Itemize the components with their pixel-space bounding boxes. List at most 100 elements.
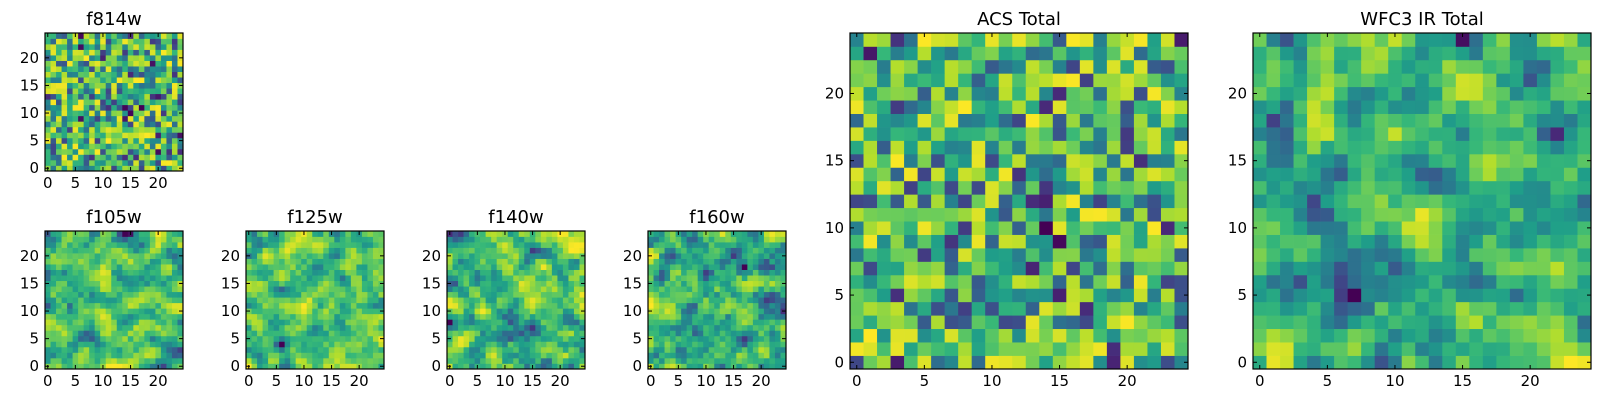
heatmap-cell — [50, 110, 57, 117]
heatmap-cell — [1133, 73, 1148, 88]
heatmap-cell — [692, 258, 699, 265]
heatmap-cell — [502, 275, 509, 282]
heatmap-cell — [166, 132, 173, 139]
heatmap-cell — [917, 180, 932, 195]
heatmap-cell — [747, 291, 754, 298]
heatmap-cell — [474, 308, 481, 315]
heatmap-cell — [257, 357, 263, 364]
heatmap-cell — [149, 363, 156, 370]
heatmap-cell — [944, 248, 959, 262]
heatmap-cell — [166, 66, 173, 72]
heatmap-cell — [290, 242, 297, 248]
x-tick-label: 0 — [244, 372, 254, 390]
heatmap-cell — [306, 236, 313, 243]
heatmap-cell — [736, 352, 743, 359]
heatmap-cell — [83, 154, 90, 161]
heatmap-cell — [378, 264, 385, 270]
heatmap-cell — [1307, 46, 1321, 61]
heatmap-cell — [144, 132, 151, 139]
heatmap-cell — [138, 313, 145, 320]
heatmap-cell — [551, 346, 558, 353]
heatmap-cell — [741, 324, 748, 331]
heatmap-cell — [1334, 288, 1348, 303]
heatmap-cell — [1536, 315, 1551, 330]
heatmap-cell — [171, 93, 178, 100]
heatmap-cell — [1455, 315, 1470, 330]
heatmap-cell — [502, 313, 509, 320]
heatmap-cell — [72, 38, 79, 45]
heatmap-cell — [850, 315, 864, 330]
heatmap-cell — [985, 113, 1000, 128]
y-tick-label: 20 — [221, 247, 240, 265]
heatmap-cell — [1509, 234, 1524, 249]
heatmap-cell — [692, 247, 699, 254]
axes-frame — [446, 230, 586, 370]
heatmap-cell — [1039, 274, 1054, 289]
heatmap-cell — [708, 297, 715, 304]
heatmap-cell — [458, 291, 464, 298]
heatmap-cell — [714, 363, 721, 370]
heatmap-cell — [985, 86, 1000, 101]
heatmap-cell — [1079, 288, 1094, 303]
heatmap-cell — [1388, 274, 1403, 289]
heatmap-cell — [686, 341, 693, 348]
heatmap-cell — [714, 341, 721, 348]
heatmap-cell — [463, 231, 470, 237]
heatmap-cell — [328, 324, 335, 331]
heatmap-cell — [524, 341, 531, 348]
heatmap-cell — [1307, 288, 1321, 303]
heatmap-cell — [105, 236, 112, 243]
heatmap-cell — [1280, 288, 1294, 303]
heatmap-cell — [1334, 342, 1348, 356]
heatmap-cell — [105, 137, 112, 144]
heatmap-cell — [94, 121, 101, 128]
heatmap-cell — [133, 154, 140, 161]
heatmap-cell — [1025, 194, 1040, 209]
heatmap-cell — [72, 335, 79, 342]
heatmap-cell — [323, 291, 330, 298]
heatmap-cell — [317, 236, 324, 243]
heatmap-cell — [246, 357, 252, 364]
heatmap-cell — [61, 247, 68, 254]
heatmap-cell — [1280, 127, 1294, 141]
heatmap-cell — [89, 60, 96, 67]
heatmap-cell — [1307, 301, 1321, 316]
heatmap-cell — [664, 236, 671, 243]
heatmap-cell — [317, 319, 324, 326]
heatmap-cell — [708, 242, 715, 248]
heatmap-cell — [491, 236, 498, 243]
heatmap-cell — [155, 269, 162, 276]
heatmap-cell — [83, 44, 90, 50]
heatmap-cell — [67, 308, 73, 315]
heatmap-cell — [166, 335, 173, 342]
heatmap-cell — [72, 44, 79, 50]
heatmap-cell — [1052, 274, 1067, 289]
heatmap-cell — [452, 231, 459, 237]
heatmap-cell — [78, 286, 84, 293]
heatmap-cell — [769, 330, 776, 337]
heatmap-cell — [1482, 288, 1497, 303]
heatmap-cell — [774, 236, 781, 243]
heatmap-cell — [573, 275, 580, 282]
heatmap-cell — [171, 99, 178, 106]
heatmap-cell — [1577, 180, 1592, 195]
y-tick-label: 10 — [1228, 219, 1247, 237]
x-tick-label: 20 — [1118, 372, 1137, 390]
heatmap-cell — [568, 335, 575, 342]
heatmap-cell — [133, 165, 140, 172]
heatmap-cell — [458, 253, 464, 259]
heatmap-cell — [1320, 86, 1335, 101]
heatmap-cell — [557, 264, 564, 270]
heatmap-cell — [94, 71, 101, 78]
heatmap-cell — [529, 280, 536, 287]
heatmap-cell — [111, 132, 118, 139]
heatmap-cell — [1415, 342, 1430, 356]
heatmap-cell — [1496, 140, 1511, 155]
heatmap-cell — [78, 165, 84, 172]
heatmap-cell — [372, 346, 379, 353]
heatmap-cell — [774, 335, 781, 342]
heatmap-cell — [714, 253, 721, 259]
heatmap-cell — [1133, 315, 1148, 330]
heatmap-cell — [1253, 328, 1267, 343]
heatmap-cell — [111, 236, 118, 243]
